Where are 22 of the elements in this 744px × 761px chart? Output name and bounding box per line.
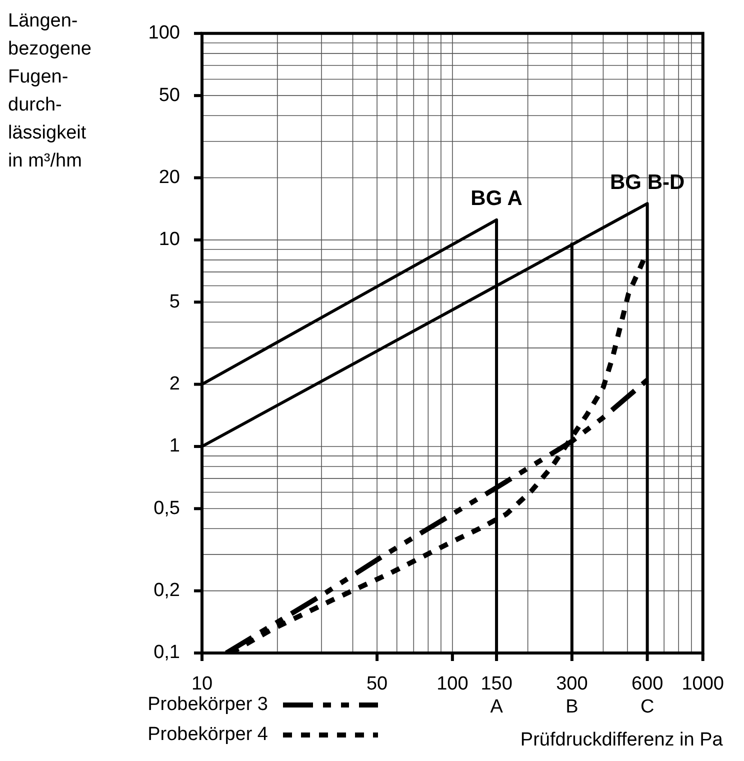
x-tick-label: 300 B	[556, 674, 588, 718]
x-axis-title: Prüfdruckdifferenz in Pa	[520, 730, 724, 751]
legend-label: Probekörper 4	[148, 724, 268, 746]
x-tick-label: 600 C	[631, 674, 664, 718]
x-tick-label: 10	[191, 674, 213, 695]
y-tick-label: 5	[169, 291, 180, 312]
x-tick-label: 1000	[682, 674, 724, 695]
y-tick-label: 0,5	[154, 498, 180, 519]
y-axis-title: Längen- bezogene Fugen- durch- lässigkeit in m³/hm	[8, 10, 92, 172]
x-tick-label: 50	[366, 674, 388, 695]
y-tick-label: 0,1	[154, 642, 180, 664]
y-tick-label: 10	[158, 229, 180, 250]
legend-label: Probekörper 3	[148, 694, 268, 716]
y-tick-label: 100	[148, 22, 180, 44]
y-tick-label: 20	[158, 166, 180, 188]
annotation: BG A	[470, 187, 522, 210]
y-tick-label: 2	[169, 374, 180, 395]
x-tick-label: 100	[436, 674, 468, 695]
y-tick-label: 0,2	[154, 580, 180, 602]
x-tick-label: 150 A	[480, 674, 512, 718]
y-tick-label: 50	[158, 84, 180, 106]
y-tick-label: 1	[169, 436, 180, 457]
